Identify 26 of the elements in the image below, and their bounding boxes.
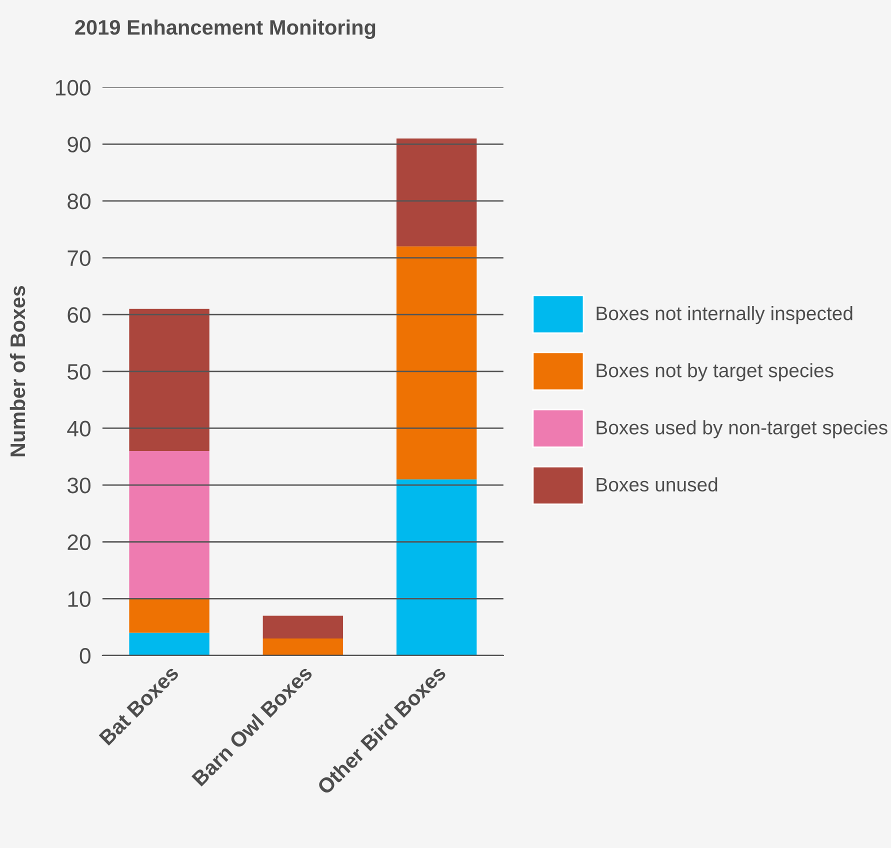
y-tick-label: 50 <box>68 364 90 380</box>
legend-label: Boxes not by target species <box>596 363 834 382</box>
y-tick-label: 70 <box>68 250 90 266</box>
chart-title: 2019 Enhancement Monitoring <box>75 19 376 39</box>
bar <box>129 632 210 656</box>
legend-label: Boxes used by non-target species <box>596 420 888 438</box>
y-tick-label: 80 <box>68 194 90 210</box>
y-tick-label: 0 <box>80 648 90 664</box>
y-axis-title: Number of Boxes <box>10 286 26 456</box>
bar <box>129 598 210 633</box>
bar <box>396 246 477 480</box>
y-tick-label: 100 <box>56 80 90 96</box>
legend-label: Boxes not internally inspected <box>596 306 852 324</box>
y-tick-label: 60 <box>68 307 90 323</box>
legend-label: Boxes unused <box>596 477 718 492</box>
bar <box>262 616 344 638</box>
bar <box>129 308 210 451</box>
y-tick-label: 30 <box>67 478 90 494</box>
y-tick-label: 40 <box>67 420 90 437</box>
bar <box>396 479 477 656</box>
bar <box>262 638 344 656</box>
bar <box>129 450 210 599</box>
y-tick-label: 20 <box>68 534 90 550</box>
y-tick-label: 10 <box>68 591 90 607</box>
bar <box>396 138 477 246</box>
y-tick-label: 90 <box>68 136 90 152</box>
